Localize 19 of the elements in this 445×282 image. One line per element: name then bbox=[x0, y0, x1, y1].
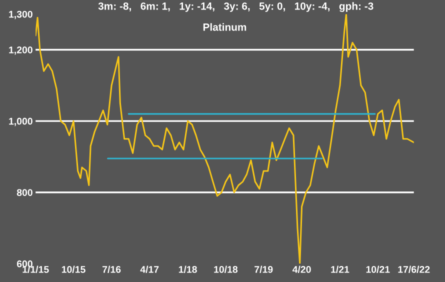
y-tick-label: 1,000 bbox=[9, 118, 32, 126]
y-tick-label: 1,300 bbox=[9, 10, 32, 20]
x-tick-label: 1/18 bbox=[178, 266, 197, 273]
text: 3m: -8, 6m: 1, 1y: -14, 3y: 6, 5y: 0, 10y: -4, gph: -3 bbox=[98, 2, 374, 12]
x-tick-label: 7/19 bbox=[254, 266, 273, 273]
x-tick-label: 4/20 bbox=[292, 266, 311, 273]
x-tick-label: 10/21 bbox=[366, 266, 390, 273]
x-tick-label: 1/1/15 bbox=[22, 266, 49, 273]
y-tick-label: 1,200 bbox=[9, 46, 32, 55]
x-tick-label: 7/16 bbox=[102, 266, 121, 273]
y-tick-label: 600 bbox=[16, 260, 32, 268]
x-tick-label: 17/6/22 bbox=[398, 266, 430, 273]
y-tick-label: 800 bbox=[16, 189, 32, 196]
text: Platinum bbox=[203, 23, 246, 31]
line-series bbox=[36, 14, 414, 264]
x-tick-label: 1/21 bbox=[331, 266, 350, 273]
x-tick-label: 4/17 bbox=[140, 266, 159, 273]
x-tick-label: 10/18 bbox=[214, 266, 238, 273]
x-tick-label: 10/15 bbox=[62, 266, 86, 273]
